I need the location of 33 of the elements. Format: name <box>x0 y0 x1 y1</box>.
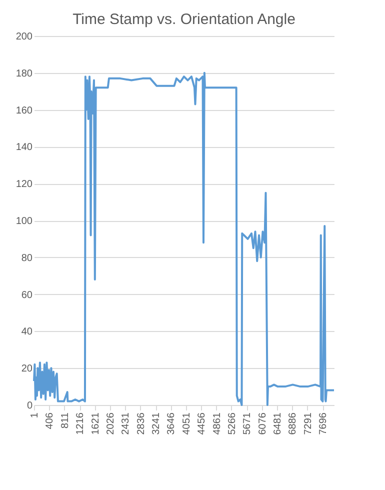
x-tick-label: 7696 <box>318 412 330 435</box>
y-tick-label: 140 <box>16 142 33 154</box>
x-tick-label: 5266 <box>226 412 238 435</box>
y-tick-label: 40 <box>21 326 33 338</box>
y-tick-label: 120 <box>16 179 33 190</box>
x-tick-label: 5671 <box>242 412 254 435</box>
x-tick-label: 2026 <box>105 412 116 435</box>
y-tick-label: 200 <box>16 32 33 42</box>
chart-title: Time Stamp vs. Orientation Angle <box>72 11 296 28</box>
x-tick-label: 6481 <box>272 412 284 435</box>
x-tick-label: 1216 <box>75 412 86 435</box>
y-tick-label: 60 <box>21 290 33 301</box>
y-tick-label: 100 <box>16 216 33 227</box>
x-tick-label: 1 <box>30 412 40 418</box>
y-tick-label: 0 <box>26 400 33 412</box>
y-tick-label: 160 <box>16 105 33 116</box>
y-tick-label: 180 <box>16 68 33 80</box>
x-tick-label: 406 <box>44 412 56 430</box>
x-tick-label: 7291 <box>302 412 314 435</box>
x-tick-label: 1621 <box>90 412 102 435</box>
x-tick-label: 2836 <box>136 412 147 435</box>
x-tick-label: 811 <box>60 412 71 428</box>
x-tick-label: 4861 <box>212 412 223 435</box>
x-tick-label: 6076 <box>257 412 268 435</box>
x-tick-label: 2431 <box>120 412 132 435</box>
y-tick-label: 20 <box>21 364 33 375</box>
x-tick-label: 6886 <box>288 412 299 435</box>
y-tick-label: 80 <box>21 252 33 264</box>
x-tick-label: 4051 <box>181 412 192 435</box>
x-tick-label: 4456 <box>196 412 208 435</box>
x-tick-label: 3646 <box>166 412 178 435</box>
x-tick-label: 3241 <box>151 412 162 435</box>
line-series <box>33 72 335 406</box>
